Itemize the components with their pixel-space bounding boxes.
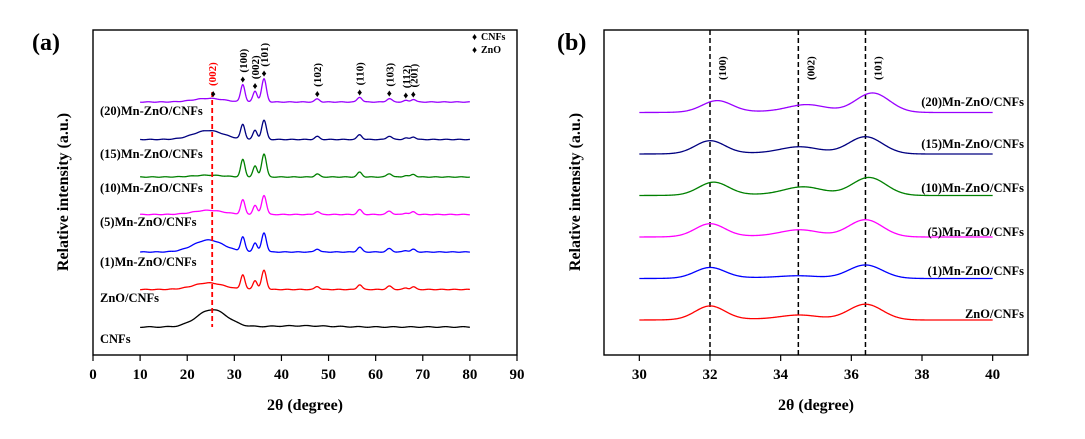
panel-a-peak-label: (002) <box>250 55 262 79</box>
panel-a-peak-marker: ♦ <box>411 90 416 101</box>
panel-a-series-line <box>140 119 470 141</box>
panel-a-x-tick-label: 50 <box>321 367 336 383</box>
panel-a-legend-label: ZnO <box>481 45 501 56</box>
panel-a-frame <box>92 29 518 356</box>
panel-a-peak-label: (100) <box>238 48 250 72</box>
panel-b-series-line <box>639 303 993 321</box>
panel-a-series-label: (1)Mn-ZnO/CNFs <box>100 255 197 269</box>
panel-a-legend: ♦ CNFs ♦ ZnO <box>472 32 506 56</box>
panel-a-reference-line-label: (002) <box>207 62 219 86</box>
panel-b-reference-line-label: (100) <box>717 56 729 80</box>
panel-b-x-ticks: 30 32 34 36 38 40 <box>632 355 1000 383</box>
panel-a-series-label: (15)Mn-ZnO/CNFs <box>100 147 203 161</box>
panel-a-tag: (a) <box>32 30 60 56</box>
panel-a-peak-marker: ♦ <box>315 89 320 100</box>
panel-a-peak-label: (110) <box>355 62 367 86</box>
panel-b-x-tick-label: 36 <box>844 367 860 383</box>
panel-a-series-label: (5)Mn-ZnO/CNFs <box>100 215 197 229</box>
panel-a-x-tick-label: 20 <box>180 367 195 383</box>
panel-b-reference-line-label: (101) <box>872 56 884 80</box>
panel-a-x-tick-label: 0 <box>89 367 97 383</box>
panel-b-series <box>639 92 993 321</box>
panel-a-peak-marker: ♦ <box>357 87 362 98</box>
panel-a-series-label: (10)Mn-ZnO/CNFs <box>100 181 203 195</box>
panel-a-x-tick-label: 60 <box>368 367 383 383</box>
panel-b-series-label: (15)Mn-ZnO/CNFs <box>921 137 1024 151</box>
panel-a-series-line <box>140 194 470 216</box>
panel-a-peak-marker: ♦ <box>261 69 266 80</box>
panel-a-peak-label: (112) <box>401 65 413 89</box>
panel-b-series-label: (10)Mn-ZnO/CNFs <box>921 181 1024 195</box>
panel-a-peak-marker: ♦ <box>403 90 408 101</box>
panel-a-legend-symbol: ♦ <box>472 45 477 56</box>
panel-b-x-axis-label: 2θ (degree) <box>778 397 854 414</box>
panel-b-series-line <box>639 136 993 155</box>
panel-a-peak-marker: ♦ <box>387 89 392 100</box>
panel-a-peak-label: (103) <box>384 63 396 87</box>
panel-b-series-line <box>639 176 993 197</box>
panel-a-x-tick-label: 80 <box>462 367 477 383</box>
panel-b-x-tick-label: 32 <box>703 367 718 383</box>
panel-b-series-line <box>639 219 993 238</box>
panel-a-peak-label: (102) <box>312 63 324 87</box>
panel-a-legend-label: CNFs <box>481 32 506 43</box>
panel-a-y-axis-label: Relative intensity (a.u.) <box>55 113 72 271</box>
panel-b-reference-line-label: (002) <box>805 56 817 80</box>
panel-a-peak-label: (201) <box>408 63 420 87</box>
panel-b-y-axis-label: Relative intensity (a.u.) <box>567 113 584 271</box>
panel-a-x-axis-label: 2θ (degree) <box>267 397 343 414</box>
panel-a-series-label: (20)Mn-ZnO/CNFs <box>100 104 203 118</box>
panel-a-x-tick-label: 90 <box>510 367 525 383</box>
panel-a-peak-marker: ♦ <box>240 75 245 86</box>
panel-a-peak-markers: (002)♦♦(100)♦(002) ♦(101)♦(102)♦(110)♦(10… <box>207 43 420 327</box>
panel-a-x-ticks: 0 10 20 30 40 50 60 70 80 90 <box>89 355 525 383</box>
panel-b-tag: (b) <box>557 30 586 56</box>
panel-a-series-line <box>140 77 470 103</box>
panel-a-series-label: CNFs <box>100 332 131 346</box>
panel-b-reference-lines: (100) (002) (101) <box>709 30 884 355</box>
panel-a-x-tick-label: 30 <box>227 367 242 383</box>
panel-a-series-line <box>140 153 470 178</box>
panel-b-series-line <box>639 92 993 114</box>
panel-b-series-label: (20)Mn-ZnO/CNFs <box>921 95 1024 109</box>
panel-a-chart: (a) 0 10 20 30 40 50 60 70 80 90 (002)♦♦(100)♦(00… <box>32 29 525 414</box>
panel-b-frame <box>603 29 1029 356</box>
panel-b-x-tick-label: 38 <box>915 367 930 383</box>
panel-a-x-tick-label: 10 <box>133 367 148 383</box>
panel-b-series-labels: ZnO/CNFs (1)Mn-ZnO/CNFs (5)Mn-ZnO/CNFs (10)… <box>921 95 1024 321</box>
panel-a-x-tick-label: 70 <box>415 367 430 383</box>
panel-b-series-line <box>639 264 993 280</box>
panel-b-x-tick-label: 40 <box>985 367 1000 383</box>
panel-b-chart: (b) 30 32 34 36 38 40 (100) (002) (101) ZnO/CNF… <box>557 29 1029 414</box>
panel-b-series-label: (5)Mn-ZnO/CNFs <box>927 225 1024 239</box>
panel-a-series <box>140 77 470 329</box>
panel-a-x-tick-label: 40 <box>274 367 289 383</box>
panel-a-peak-marker: ♦ <box>253 81 258 92</box>
panel-b-x-tick-label: 30 <box>632 367 647 383</box>
panel-b-series-label: (1)Mn-ZnO/CNFs <box>927 264 1024 278</box>
panel-a-series-line <box>140 269 470 291</box>
panel-b-series-label: ZnO/CNFs <box>965 307 1024 321</box>
panel-a-legend-symbol: ♦ <box>472 32 477 43</box>
panel-a-cnf-marker: ♦ <box>211 89 216 100</box>
panel-a-series-line <box>140 309 470 329</box>
panel-b-x-tick-label: 34 <box>773 367 789 383</box>
panel-a-series-labels: CNFs ZnO/CNFs (1)Mn-ZnO/CNFs (5)Mn-ZnO/CNFs… <box>100 104 203 346</box>
panel-a-series-label: ZnO/CNFs <box>100 291 159 305</box>
panel-a-series-line <box>140 232 470 253</box>
panel-a-peak-label: (101) <box>259 43 271 67</box>
